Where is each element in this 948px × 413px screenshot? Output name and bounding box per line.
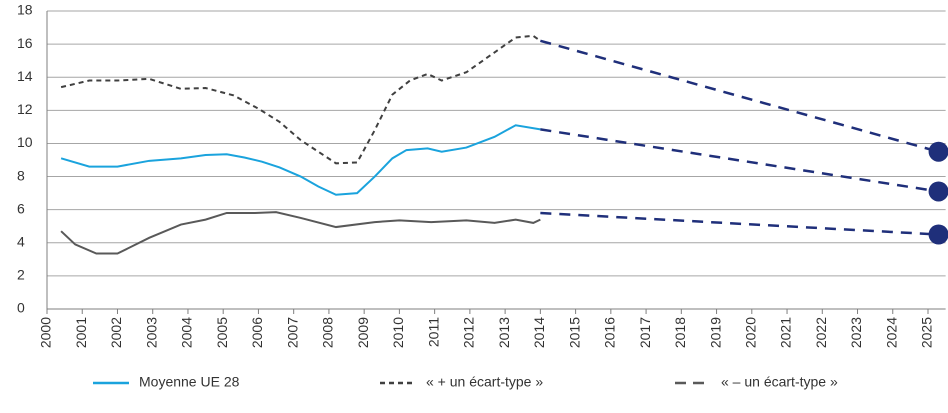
x-tick-label: 2024 <box>883 317 899 348</box>
legend-label: Moyenne UE 28 <box>139 374 240 390</box>
series-line <box>60 124 541 196</box>
y-tick-label: 2 <box>17 267 25 283</box>
x-tick-label: 2006 <box>249 317 265 348</box>
x-tick-label: 2003 <box>143 317 159 348</box>
y-tick-label: 12 <box>17 101 33 117</box>
x-tick-label: 2015 <box>566 317 582 348</box>
x-tick-label: 2002 <box>108 317 124 348</box>
y-tick-label: 4 <box>17 233 25 249</box>
y-tick-label: 18 <box>17 2 33 18</box>
y-tick-label: 16 <box>17 35 33 51</box>
x-tick-label: 2018 <box>672 317 688 348</box>
x-tick-label: 2000 <box>38 317 54 348</box>
x-tick-label: 2004 <box>179 317 195 348</box>
x-tick-label: 2012 <box>461 317 477 348</box>
x-tick-label: 2010 <box>390 317 406 348</box>
y-tick-label: 6 <box>17 200 25 216</box>
x-tick-label: 2021 <box>778 317 794 348</box>
x-tick-label: 2011 <box>425 317 441 347</box>
y-tick-label: 14 <box>17 68 33 84</box>
end-marker <box>928 224 948 245</box>
legend-label: « – un écart-type » <box>721 374 838 390</box>
x-tick-label: 2019 <box>707 317 723 348</box>
x-tick-label: 2016 <box>602 317 618 348</box>
y-tick-label: 8 <box>17 167 25 183</box>
x-tick-label: 2013 <box>496 317 512 348</box>
series-line <box>60 34 541 165</box>
x-tick-label: 2023 <box>848 317 864 348</box>
y-tick-label: 0 <box>17 300 25 316</box>
x-tick-label: 2008 <box>320 317 336 348</box>
x-tick-label: 2005 <box>214 317 230 348</box>
x-tick-label: 2009 <box>355 317 371 348</box>
x-tick-label: 2007 <box>284 317 300 348</box>
x-tick-label: 2014 <box>531 317 547 348</box>
series-line <box>540 211 939 236</box>
x-tick-label: 2001 <box>73 317 89 348</box>
x-tick-label: 2017 <box>637 317 653 348</box>
end-marker <box>928 181 948 202</box>
end-marker <box>928 141 948 162</box>
x-tick-label: 2020 <box>743 317 759 348</box>
legend-label: « + un écart-type » <box>426 374 543 390</box>
series-line <box>540 128 939 193</box>
series-line <box>60 211 541 255</box>
series-line <box>540 39 939 153</box>
x-tick-label: 2022 <box>813 317 829 348</box>
y-tick-label: 10 <box>17 134 33 150</box>
x-tick-label: 2025 <box>919 317 935 348</box>
